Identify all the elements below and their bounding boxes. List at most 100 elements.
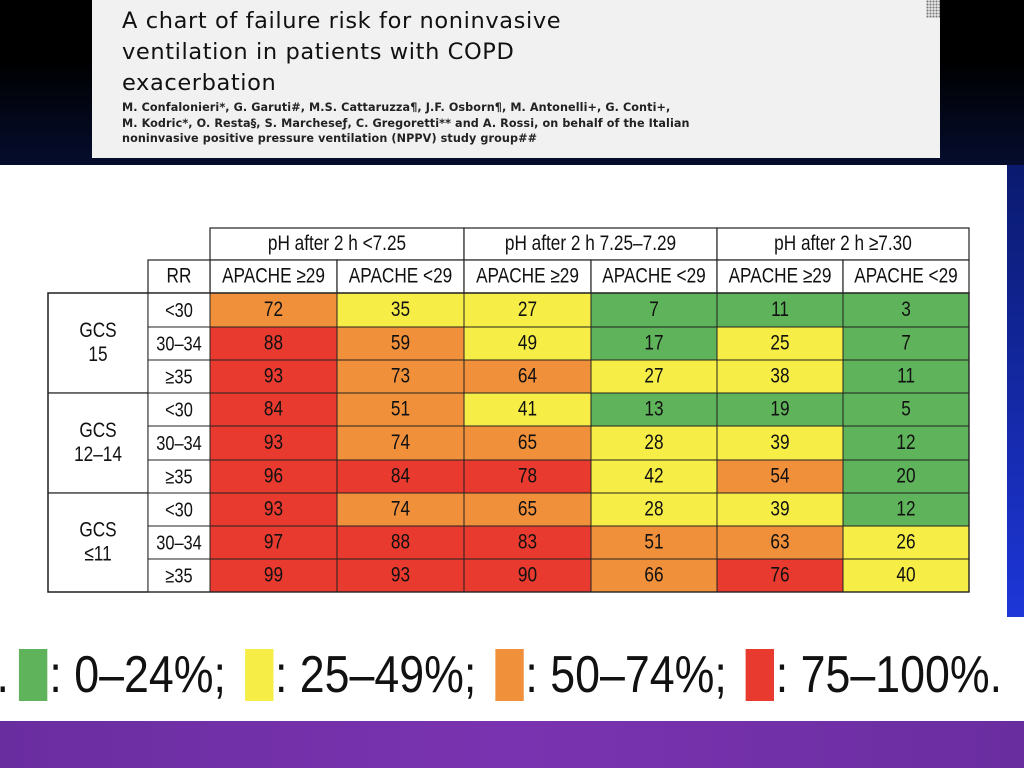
ph-group-label: pH after 2 h <7.25 (268, 233, 406, 256)
cell-value: 27 (644, 365, 663, 388)
cell-value: 39 (770, 498, 789, 521)
rr-header-label: RR (167, 265, 192, 288)
table-cell (336, 558, 465, 593)
cell-value: 19 (770, 398, 789, 421)
rr-cell (147, 459, 211, 494)
cell-value: 3 (901, 299, 911, 322)
rr-label: ≥35 (165, 564, 192, 587)
paper-title: A chart of failure risk for noninvasive … (122, 8, 562, 96)
table-cell (842, 459, 970, 494)
table-cell (716, 558, 844, 593)
table-cell (716, 425, 844, 461)
cell-value: 84 (264, 398, 283, 421)
cell-value: 35 (391, 299, 410, 322)
legend-swatch (244, 649, 274, 701)
cell-value: 26 (896, 531, 915, 554)
ph-group-label: pH after 2 h 7.25–7.29 (505, 233, 676, 256)
cell-value: 93 (264, 498, 283, 521)
cell-value: 64 (518, 365, 537, 388)
cell-value: 78 (518, 465, 537, 488)
rr-label: <30 (165, 299, 193, 322)
table-cell (463, 525, 592, 560)
rr-cell (147, 492, 211, 527)
cell-value: 65 (518, 498, 537, 521)
table-cell (336, 359, 465, 394)
rr-header (147, 259, 211, 294)
cell-value: 25 (770, 332, 789, 355)
rr-cell (147, 292, 211, 328)
cell-value: 40 (896, 564, 915, 587)
table-cell (590, 392, 718, 427)
table-frame (47, 292, 970, 593)
cell-value: 12 (896, 498, 915, 521)
gcs-label: GCS (79, 320, 116, 343)
title-card: A chart of failure risk for noninvasive … (92, 0, 940, 158)
cell-value: 93 (264, 365, 283, 388)
apache-label: APACHE <29 (349, 265, 452, 288)
table-cell (209, 425, 338, 461)
table-cell (463, 558, 592, 593)
apache-label: APACHE ≥29 (222, 265, 325, 288)
legend-swatch (745, 649, 775, 701)
rr-label: <30 (165, 398, 193, 421)
rr-label: 30–34 (156, 332, 202, 355)
table-cell (842, 326, 970, 361)
table-cell (336, 326, 465, 361)
gcs-label: 12–14 (74, 444, 122, 467)
cell-value: 63 (770, 531, 789, 554)
cell-value: 7 (901, 332, 911, 355)
cell-value: 74 (391, 432, 410, 455)
table-cell (209, 459, 338, 494)
cell-value: 74 (391, 498, 410, 521)
cell-value: 59 (391, 332, 410, 355)
table-cell (209, 525, 338, 560)
table-cell (463, 492, 592, 527)
legend-label: : 0–24%; (49, 646, 226, 704)
cell-value: 93 (264, 432, 283, 455)
rr-label: 30–34 (156, 432, 202, 455)
apache-header (209, 259, 338, 294)
cell-value: 17 (644, 332, 663, 355)
cell-value: 49 (518, 332, 537, 355)
gcs-label: GCS (79, 519, 116, 542)
risk-table-card: 72 35 27 7 11 3 88 59 49 17 25 7 93 73 64 27 38 11 84 51 41 1… (0, 165, 1007, 617)
ph-group-header (716, 227, 970, 261)
cell-value: 88 (264, 332, 283, 355)
cell-value: 51 (391, 398, 410, 421)
legend-label: : 50–74%; (525, 646, 727, 704)
risk-chart: 72 35 27 7 11 3 88 59 49 17 25 7 93 73 64 27 38 11 84 51 41 1… (47, 227, 970, 593)
rr-label: 30–34 (156, 531, 202, 554)
cell-value: 97 (264, 531, 283, 554)
gcs-label: 15 (88, 344, 107, 367)
table-cell (590, 492, 718, 527)
rr-label: <30 (165, 498, 193, 521)
apache-label: APACHE ≥29 (729, 265, 832, 288)
gcs-label: GCS (79, 420, 116, 443)
apache-header (463, 259, 592, 294)
cell-value: 65 (518, 432, 537, 455)
rr-cell (147, 558, 211, 593)
rr-cell (147, 525, 211, 560)
gcs-group (47, 392, 149, 494)
legend-item: : 75–100%. (745, 645, 1002, 705)
table-cell (209, 558, 338, 593)
table-cell (463, 392, 592, 427)
table-cell (590, 525, 718, 560)
apache-label: APACHE <29 (602, 265, 705, 288)
cell-value: 42 (644, 465, 663, 488)
apache-label: APACHE ≥29 (476, 265, 579, 288)
table-cell (590, 326, 718, 361)
paper-authors: M. Confalonieri*, G. Garuti#, M.S. Catta… (122, 101, 690, 145)
color-legend: .: 0–24%;: 25–49%;: 50–74%;: 75–100%. (0, 640, 1002, 710)
table-cell (209, 392, 338, 427)
cell-value: 54 (770, 465, 789, 488)
rr-cell (147, 359, 211, 394)
cell-value: 28 (644, 498, 663, 521)
table-cell (842, 292, 970, 328)
table-cell (209, 292, 338, 328)
slide-footer-band (0, 721, 1024, 768)
cell-value: 51 (644, 531, 663, 554)
cell-value: 93 (391, 564, 410, 587)
apache-label: APACHE <29 (854, 265, 957, 288)
legend-swatch (495, 649, 524, 701)
